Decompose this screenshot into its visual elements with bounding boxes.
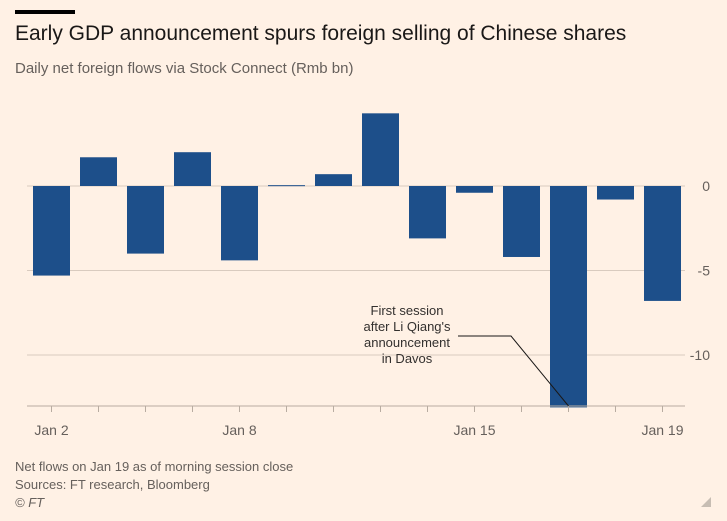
bar-jan-18 [597,186,634,200]
bar-jan-12 [409,186,446,239]
chart-title: Early GDP announcement spurs foreign sel… [15,22,627,45]
x-tick-label: Jan 15 [453,422,495,438]
bar-jan-4 [127,186,164,254]
bar-jan-17 [550,186,587,408]
bar-jan-10 [315,174,352,186]
bar-jan-19 [644,186,681,301]
annotation-text-line: in Davos [382,351,433,366]
bar-jan-16 [503,186,540,257]
y-tick-label: 0 [702,178,710,194]
annotation-text-line: announcement [364,335,450,350]
annotation-text-line: after Li Qiang's [363,319,451,334]
annotation-leader-line [458,335,569,407]
y-tick-label: -10 [690,347,710,363]
bar-jan-2 [33,186,70,276]
y-tick-label: -5 [698,263,711,279]
annotation-text-line: First session [371,303,444,318]
chart-subtitle: Daily net foreign flows via Stock Connec… [15,60,354,77]
x-tick-label: Jan 8 [222,422,256,438]
ft-topbar [15,10,75,14]
bar-jan-15 [456,186,493,193]
bar-jan-9 [268,185,305,187]
bar-jan-8 [221,186,258,261]
bar-jan-11 [362,113,399,186]
x-tick-label: Jan 19 [641,422,683,438]
footnote: Net flows on Jan 19 as of morning sessio… [15,459,294,474]
x-tick-label: Jan 2 [34,422,68,438]
resize-handle-icon [701,497,711,507]
copyright: © FT [15,495,45,510]
source-note: Sources: FT research, Bloomberg [15,477,210,492]
bar-jan-3 [80,157,117,186]
bar-jan-5 [174,152,211,186]
